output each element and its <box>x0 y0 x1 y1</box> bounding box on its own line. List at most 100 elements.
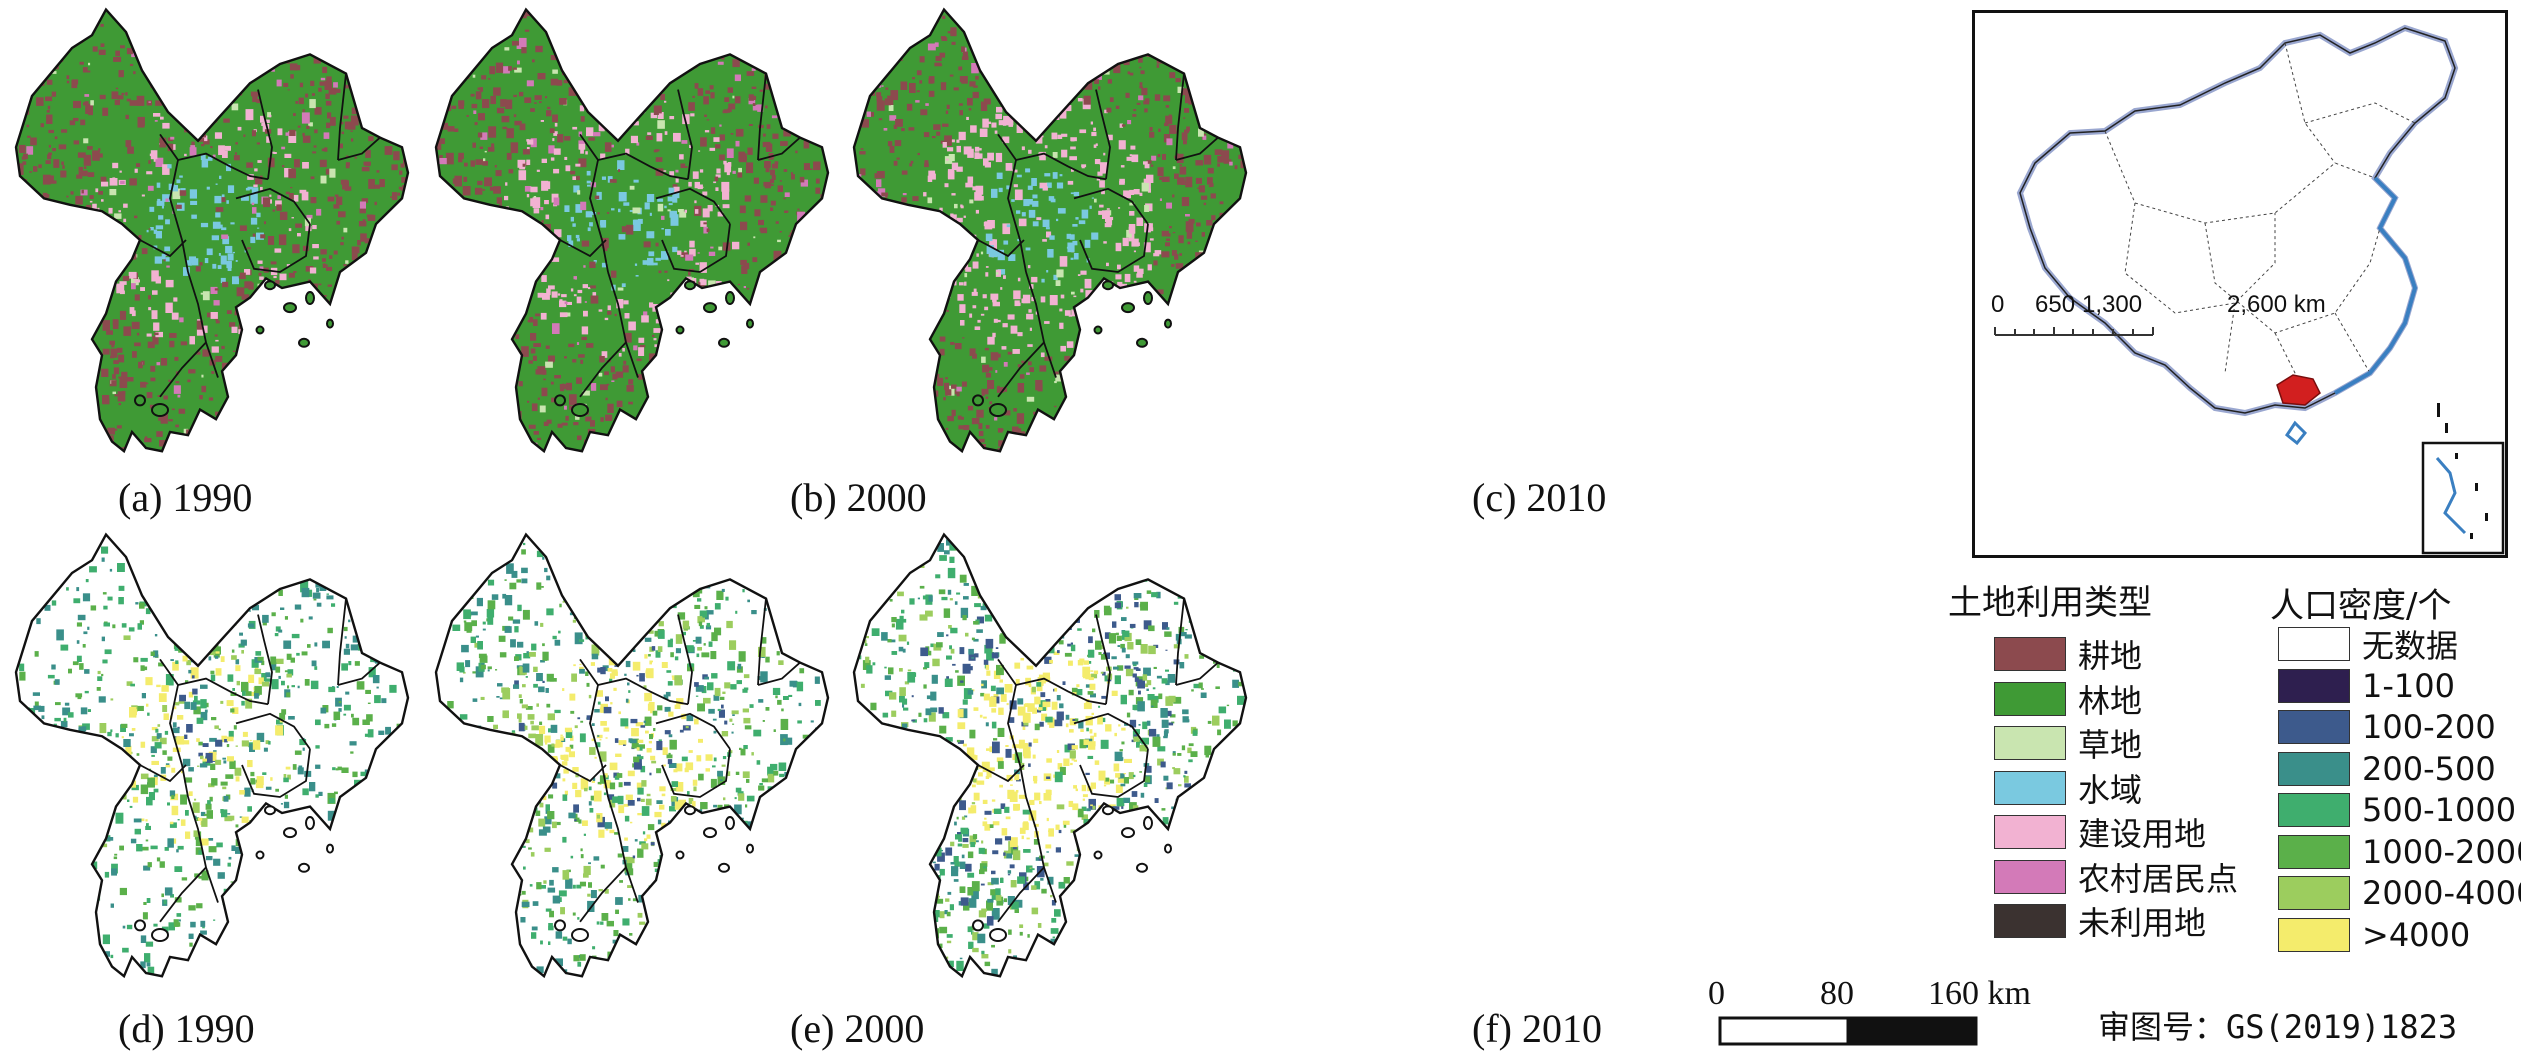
raster-patch <box>245 115 252 121</box>
raster-patch <box>550 55 559 61</box>
raster-patch <box>506 152 512 160</box>
raster-patch <box>475 91 482 100</box>
raster-patch <box>607 310 612 315</box>
raster-patch <box>591 79 599 90</box>
raster-patch <box>770 451 779 452</box>
raster-patch <box>188 669 192 674</box>
raster-patch <box>186 429 190 434</box>
raster-patch <box>518 381 523 387</box>
raster-patch <box>737 172 743 178</box>
raster-patch <box>964 273 968 278</box>
raster-patch <box>445 152 454 165</box>
raster-patch <box>864 72 871 78</box>
raster-patch <box>151 270 159 282</box>
raster-patch <box>163 13 171 18</box>
raster-patch <box>238 64 242 69</box>
raster-patch <box>522 163 526 167</box>
raster-patch <box>162 9 170 17</box>
raster-patch <box>1235 80 1242 90</box>
raster-patch <box>40 27 47 33</box>
raster-patch <box>197 765 200 767</box>
raster-patch <box>294 159 300 168</box>
raster-patch <box>612 373 618 380</box>
raster-patch <box>256 362 261 367</box>
raster-patch <box>1017 332 1023 337</box>
raster-patch <box>1220 108 1225 113</box>
raster-patch <box>940 441 949 447</box>
raster-patch <box>47 105 51 110</box>
raster-patch <box>543 421 549 426</box>
raster-patch <box>959 282 964 286</box>
raster-patch <box>374 100 383 108</box>
raster-patch <box>395 277 402 285</box>
raster-patch <box>398 186 404 190</box>
raster-patch <box>273 9 281 14</box>
raster-patch <box>186 260 192 266</box>
raster-patch <box>612 29 615 31</box>
raster-patch <box>1112 306 1120 319</box>
raster-patch <box>385 18 391 21</box>
raster-patch <box>926 234 933 240</box>
raster-patch <box>69 850 76 855</box>
raster-patch <box>568 87 576 96</box>
raster-patch <box>633 455 636 458</box>
raster-patch <box>159 137 167 148</box>
raster-patch <box>121 371 128 380</box>
raster-patch <box>890 90 899 101</box>
raster-patch <box>939 348 945 356</box>
raster-patch <box>833 289 839 297</box>
raster-patch <box>554 375 561 379</box>
raster-patch <box>631 22 637 29</box>
raster-patch <box>694 313 702 319</box>
raster-patch <box>618 208 621 213</box>
raster-patch <box>885 87 889 90</box>
raster-patch <box>967 405 974 411</box>
raster-patch <box>260 115 265 123</box>
raster-patch <box>988 9 994 14</box>
raster-patch <box>298 97 304 105</box>
raster-patch <box>959 304 966 313</box>
raster-patch <box>88 62 91 66</box>
raster-patch <box>524 257 527 261</box>
raster-patch <box>895 302 902 309</box>
raster-patch <box>368 534 373 535</box>
raster-patch <box>545 96 548 99</box>
raster-patch <box>530 333 537 341</box>
raster-patch <box>1109 97 1114 102</box>
raster-patch <box>1132 421 1135 425</box>
raster-patch <box>139 620 144 625</box>
raster-patch <box>229 322 236 328</box>
raster-patch <box>202 743 209 747</box>
raster-patch <box>959 76 968 83</box>
raster-patch <box>244 269 251 275</box>
raster-patch <box>818 319 824 327</box>
raster-patch <box>82 904 89 908</box>
raster-patch <box>199 763 208 768</box>
raster-patch <box>550 78 559 86</box>
raster-patch <box>185 831 191 839</box>
raster-patch <box>169 790 176 797</box>
raster-patch <box>40 292 47 299</box>
raster-patch <box>274 248 282 253</box>
raster-patch <box>1013 184 1018 188</box>
raster-patch <box>1195 366 1199 372</box>
raster-patch <box>795 357 803 369</box>
raster-patch <box>969 348 976 356</box>
raster-patch <box>672 395 680 400</box>
raster-patch <box>376 92 383 97</box>
raster-patch <box>513 114 517 118</box>
raster-patch <box>501 430 505 433</box>
raster-patch <box>1018 111 1025 115</box>
raster-patch <box>400 339 404 343</box>
raster-patch <box>437 256 441 261</box>
raster-patch <box>202 50 208 58</box>
raster-patch <box>276 410 280 415</box>
raster-patch <box>888 427 891 431</box>
raster-patch <box>475 454 481 460</box>
raster-patch <box>310 176 315 180</box>
raster-patch <box>833 436 836 439</box>
raster-patch <box>180 819 186 826</box>
raster-patch <box>107 596 113 601</box>
raster-patch <box>381 828 388 833</box>
raster-patch <box>628 401 633 405</box>
